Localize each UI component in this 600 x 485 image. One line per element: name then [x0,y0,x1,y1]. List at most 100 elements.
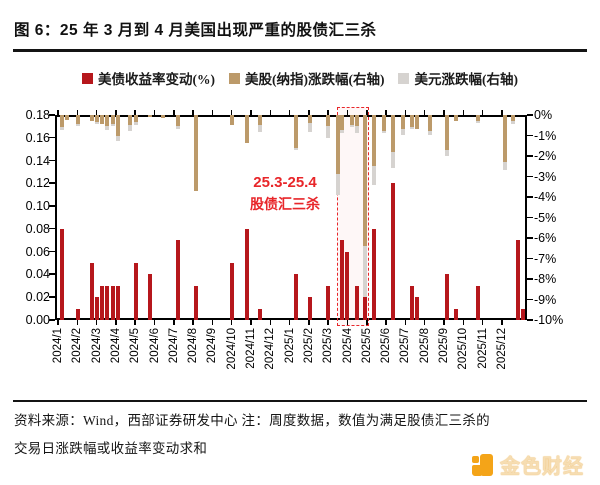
right-axis-tick [527,134,533,137]
bond-yield-bar [344,251,350,320]
bond-yield-bar [520,308,526,320]
nasdaq-change-bar [293,115,299,148]
x-axis-label: 2024/2 [71,328,84,364]
left-axis-tick [49,205,55,207]
usd-change-bar [335,174,341,195]
x-axis-tick-bottom [462,320,465,325]
nasdaq-change-bar [229,115,235,126]
x-axis-tick-top [288,110,291,115]
x-axis-tick-top [501,110,503,115]
x-axis-tick-bottom [76,320,79,325]
usd-change-bar [510,121,516,125]
nasdaq-change-bar [444,115,450,150]
plot-area [55,115,527,320]
nasdaq-change-bar [335,115,341,175]
bond-yield-bar [104,285,110,320]
x-axis-label: 2025/8 [418,328,431,364]
x-axis-label: 2025/3 [322,328,335,364]
x-axis-tick-top [95,110,98,115]
usd-change-bar [444,149,450,156]
right-axis-tick [527,257,533,260]
usd-change-bar [362,246,368,298]
bond-yield-bar [362,297,368,320]
usd-change-bar [409,127,415,130]
right-axis-tick [527,298,533,301]
right-axis-tick [527,319,533,321]
usd-change-bar [293,147,299,150]
left-axis-tick [49,227,55,230]
nasdaq-change-bar [115,115,121,136]
left-axis-tick [49,136,55,139]
x-axis-tick-bottom [153,320,156,325]
right-axis-tick-label: -2% [534,149,557,163]
usd-change-bar [427,131,433,136]
legend-label: 美股(纳指)涨跌幅(右轴) [245,72,385,87]
bond-yield-bar [293,274,299,320]
right-axis-tick-label: -4% [534,190,557,204]
nasdaq-change-bar [325,115,331,127]
title-divider [13,49,587,52]
x-axis-label: 2025/1 [283,328,296,364]
bond-yield-bar [453,308,459,320]
x-axis-tick-top [57,110,59,115]
usd-change-bar [371,166,377,185]
x-axis-tick-top [250,110,252,115]
figure-title: 图 6：25 年 3 月到 4 月美国出现严重的股债汇三杀 [14,22,377,39]
bond-yield-bar [115,285,121,320]
usd-change-bar [59,127,65,131]
nasdaq-change-bar [89,115,95,122]
right-axis-tick-label: 0% [534,108,553,122]
x-axis-tick-top [385,110,387,115]
nasdaq-change-bar [339,115,345,131]
x-axis-label: 2025/5 [360,328,373,364]
x-axis-tick-bottom [173,320,175,325]
right-axis-tick [527,237,533,239]
nasdaq-change-bar [99,115,105,125]
nasdaq-change-bar [409,115,415,128]
nasdaq-change-bar [362,115,368,247]
legend-item-2: 美元涨跌幅(右轴) [398,68,518,88]
nasdaq-change-bar [133,115,139,123]
x-axis-tick-bottom [95,320,98,325]
x-axis-label: 2025/11 [476,328,489,369]
footer-divider [13,400,587,402]
usd-change-bar [381,131,387,134]
legend-label: 美债收益率变动(%) [98,72,215,87]
x-axis-tick-bottom [443,320,445,325]
x-axis-tick-bottom [134,320,136,325]
watermark-text: 金色财经 [500,456,584,478]
bond-yield-bar [414,297,420,320]
x-axis-label: 2024/1 [52,328,64,364]
x-axis-tick-top [192,110,194,115]
left-axis-tick-label: 0.18 [25,108,50,122]
bond-yield-bar [175,240,181,320]
usd-change-bar [110,124,116,127]
x-axis-tick-top [423,110,426,115]
left-axis-tick [49,319,55,321]
nasdaq-change-bar [59,115,65,128]
x-axis-label: 2024/6 [148,328,161,364]
left-axis-tick [49,114,55,116]
bond-yield-bar [371,228,377,320]
nasdaq-change-bar [453,115,459,122]
usd-change-bar [354,126,360,134]
x-axis-label: 2025/6 [380,328,393,364]
legend-swatch-icon [398,72,410,84]
bond-yield-bar [89,263,95,320]
jinse-logo-icon [472,453,494,476]
left-axis-tick [49,159,55,162]
x-axis-tick-bottom [501,320,503,325]
x-axis-tick-bottom [288,320,291,325]
usd-change-bar [94,122,100,125]
bond-yield-bar [354,285,360,320]
left-axis-tick [49,273,55,276]
bond-yield-bar [229,263,235,320]
nasdaq-change-bar [502,115,508,163]
nasdaq-change-bar [257,115,263,126]
usd-change-bar [257,125,263,133]
right-axis-tick-label: -8% [534,272,557,286]
bond-yield-bar [307,297,313,320]
annotation-period: 25.3-25.4 [253,174,317,191]
bond-yield-bar [244,228,250,320]
nasdaq-change-bar [75,115,81,125]
